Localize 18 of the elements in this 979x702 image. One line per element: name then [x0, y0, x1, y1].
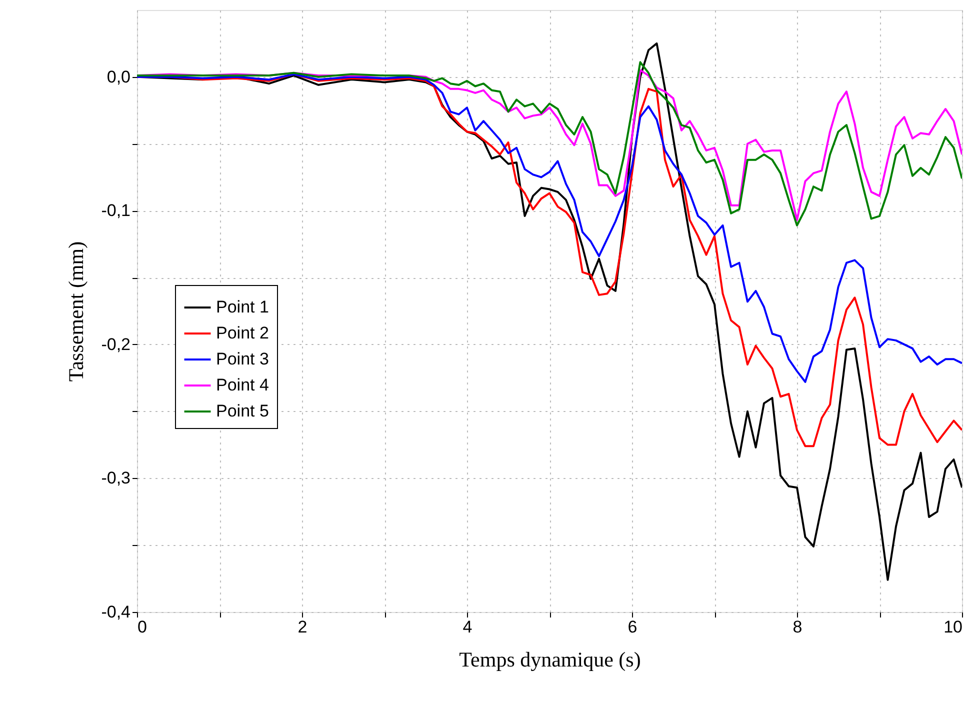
legend-label: Point 4 — [216, 376, 269, 394]
legend-label: Point 5 — [216, 402, 269, 420]
y-tick-label: 0,0 — [106, 67, 130, 86]
y-tick-label: -0,4 — [101, 602, 130, 622]
x-tick-label: 4 — [462, 618, 472, 636]
x-tick-label: 6 — [628, 618, 638, 636]
legend-label: Point 1 — [216, 298, 269, 316]
legend-label: Point 3 — [216, 350, 269, 368]
y-tick-label: -0,1 — [101, 201, 130, 220]
x-tick-label: 10 — [944, 618, 962, 636]
x-tick-label: 2 — [298, 618, 308, 636]
y-tick-label: -0,3 — [101, 468, 130, 488]
x-tick-label: 0 — [138, 618, 147, 636]
legend-label: Point 2 — [216, 324, 269, 342]
x-axis-title: Temps dynamique (s) — [459, 648, 641, 672]
y-axis-title: Tassement (mm) — [64, 241, 88, 382]
y-tick-label: -0,2 — [101, 334, 130, 354]
x-tick-label: 8 — [792, 618, 802, 636]
